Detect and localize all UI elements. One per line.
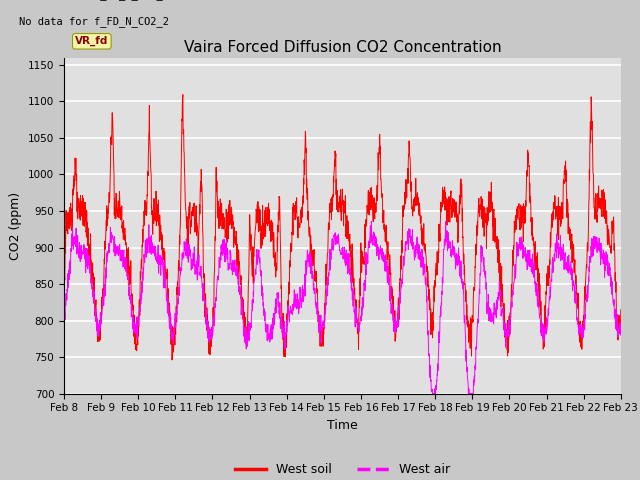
X-axis label: Time: Time bbox=[327, 419, 358, 432]
Text: No data for f_FD_N_CO2_2: No data for f_FD_N_CO2_2 bbox=[19, 16, 170, 27]
Legend: West soil, West air: West soil, West air bbox=[230, 458, 454, 480]
Y-axis label: CO2 (ppm): CO2 (ppm) bbox=[10, 192, 22, 260]
Title: Vaira Forced Diffusion CO2 Concentration: Vaira Forced Diffusion CO2 Concentration bbox=[184, 40, 501, 55]
Text: VR_fd: VR_fd bbox=[75, 36, 109, 47]
